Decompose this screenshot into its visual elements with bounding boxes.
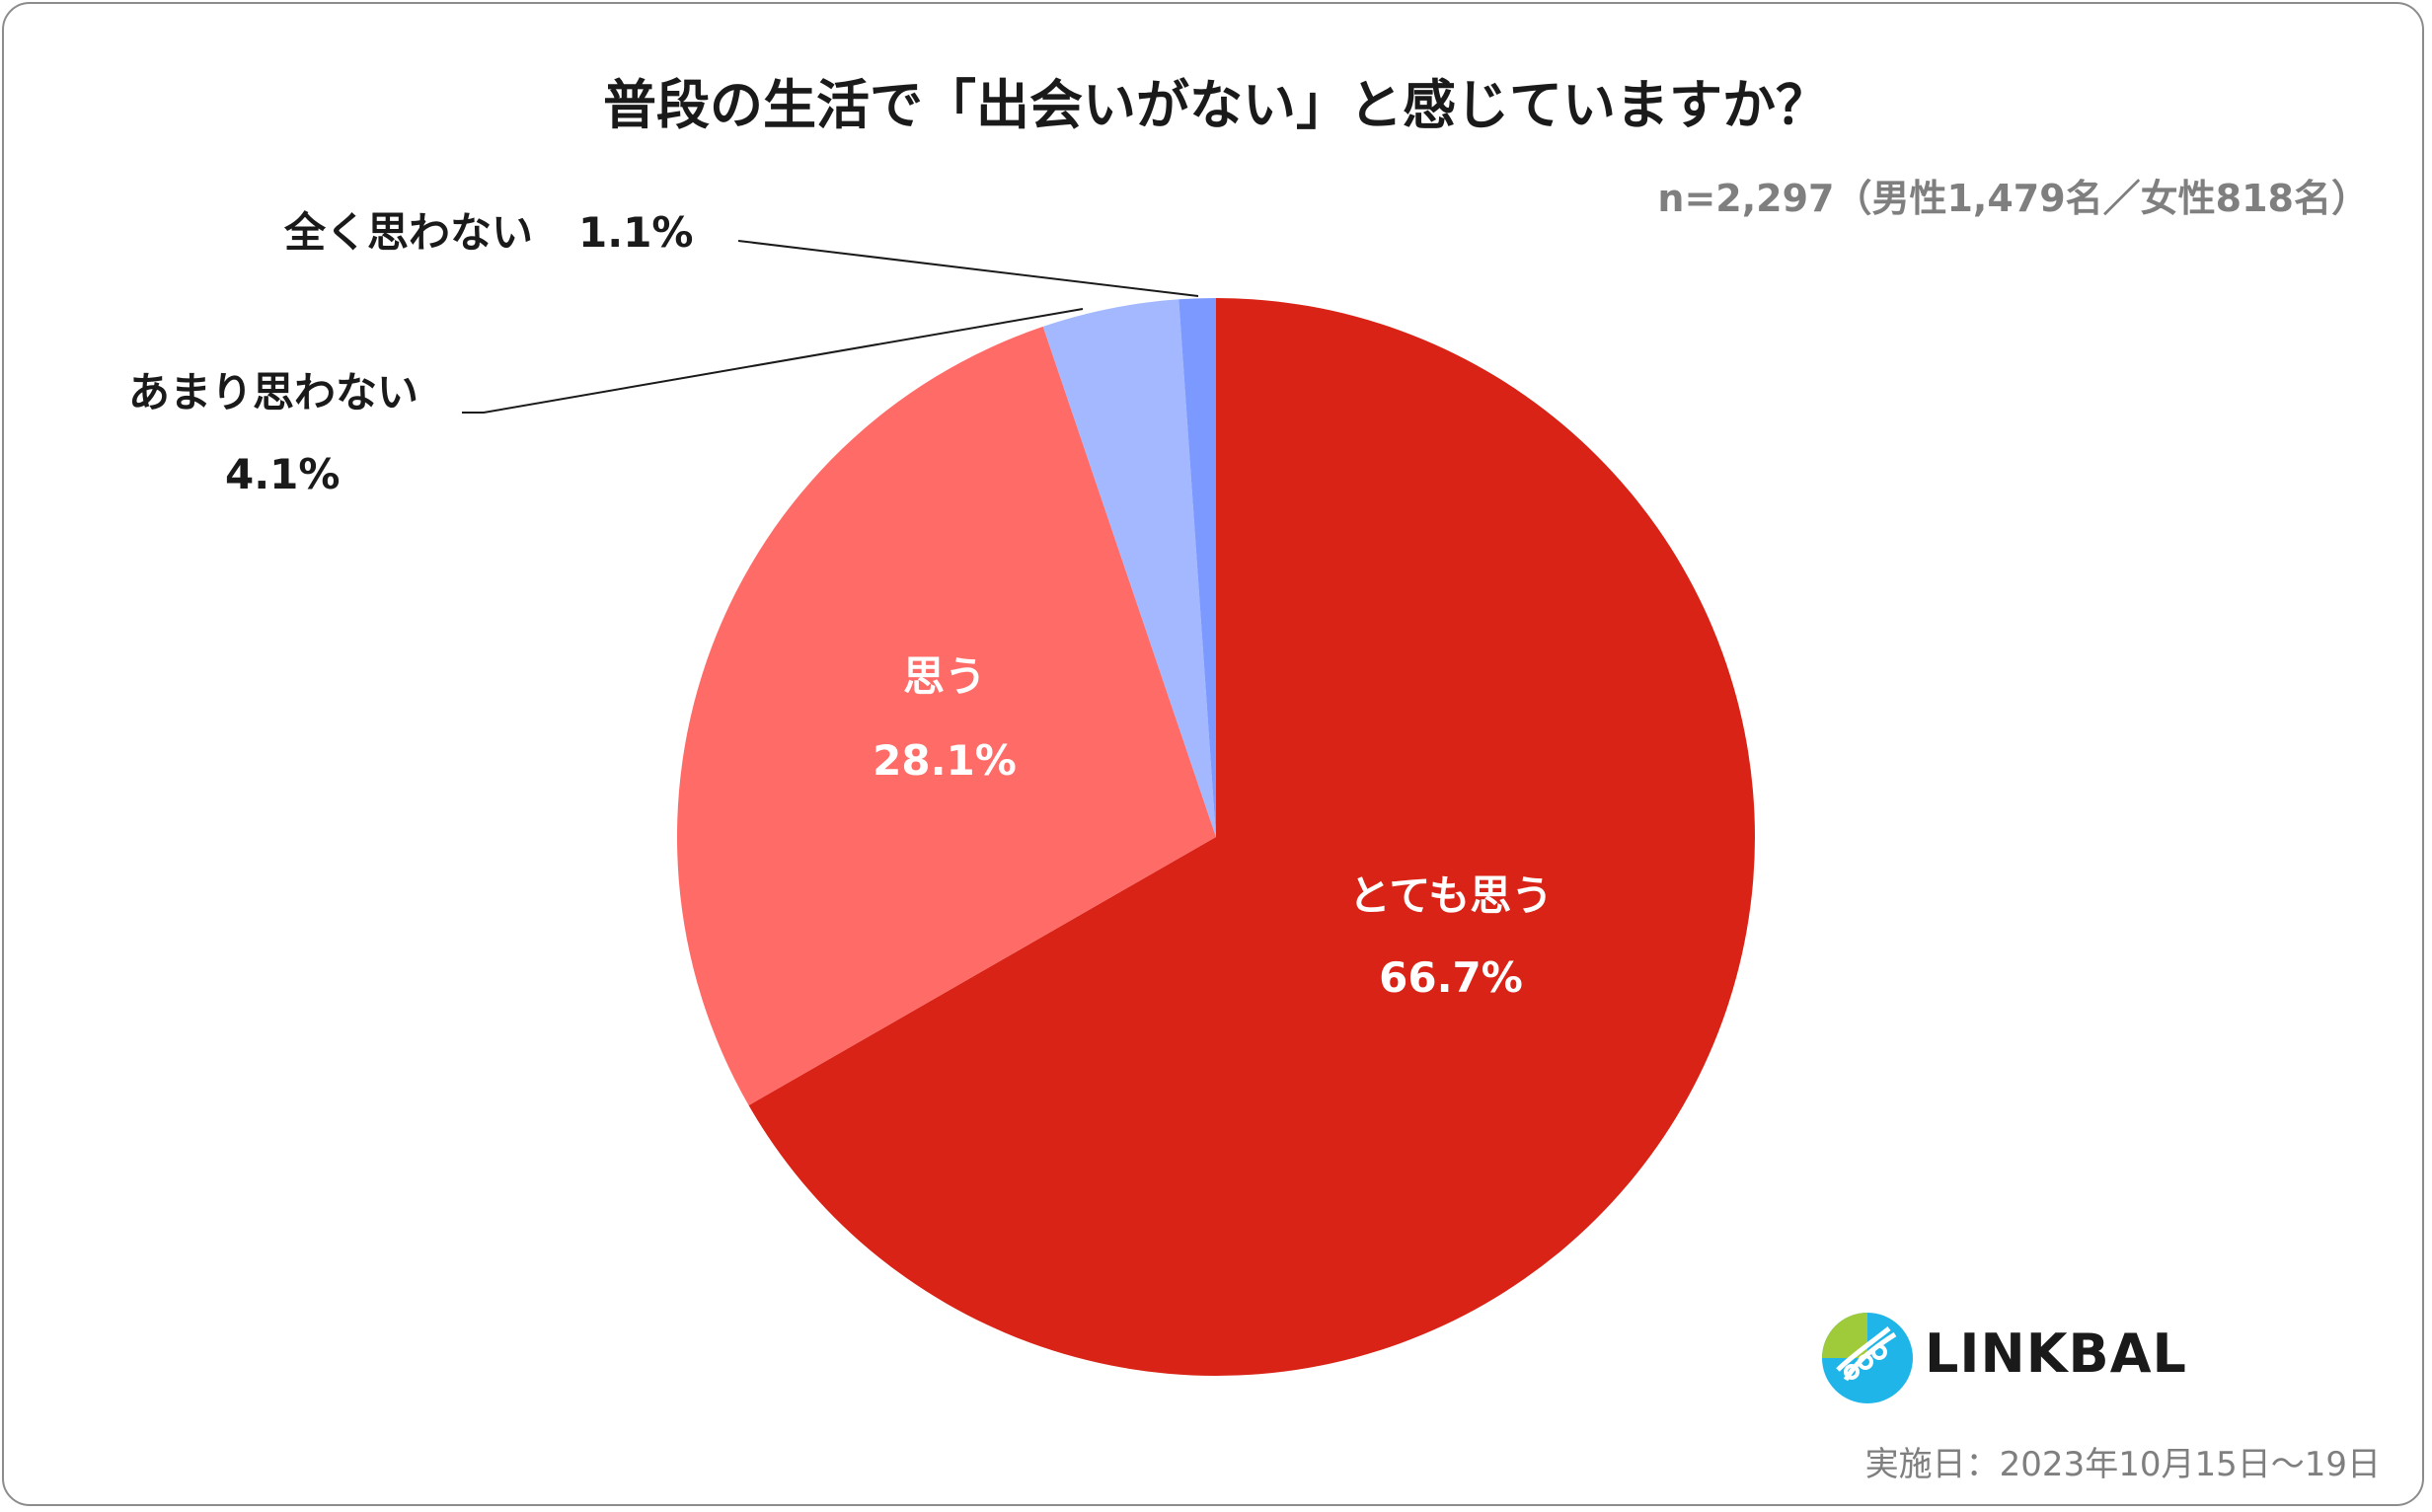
label-not-much-name: あまり思わない — [128, 368, 419, 416]
slice-not-much — [1042, 299, 1216, 837]
chart-title: 普段の生活で「出会いがない」と感じていますか？ — [603, 74, 1829, 136]
leader-line-not-at-all — [737, 240, 1199, 297]
label-not-at-all-pct: 1.1% — [578, 208, 694, 257]
slice-very-much — [748, 298, 1756, 1376]
label-not-at-all-name: 全く思わない — [284, 208, 534, 257]
slice-not-at-all — [1178, 298, 1216, 837]
survey-date: 実施日：2023年10月15日～19日 — [1864, 1445, 2381, 1484]
sample-size-note: n=2,297（男性1,479名／女性818名） — [1657, 177, 2369, 220]
label-somewhat-name: 思う — [902, 652, 986, 701]
logo-text: LINKBAL — [1925, 1323, 2187, 1385]
label-not-much-pct: 4.1% — [225, 450, 341, 498]
label-very-much-name: とても思う — [1348, 871, 1554, 920]
pie-slices — [677, 298, 1756, 1376]
linkbal-logo-icon — [1822, 1313, 1913, 1403]
leader-lines — [462, 240, 1199, 414]
slice-somewhat — [677, 326, 1216, 1106]
leader-line-not-much — [462, 308, 1084, 414]
label-somewhat-pct: 28.1% — [873, 736, 1017, 785]
label-very-much-pct: 66.7% — [1379, 953, 1523, 1002]
label-not-at-all: 全く思わない 1.1% — [284, 199, 694, 260]
